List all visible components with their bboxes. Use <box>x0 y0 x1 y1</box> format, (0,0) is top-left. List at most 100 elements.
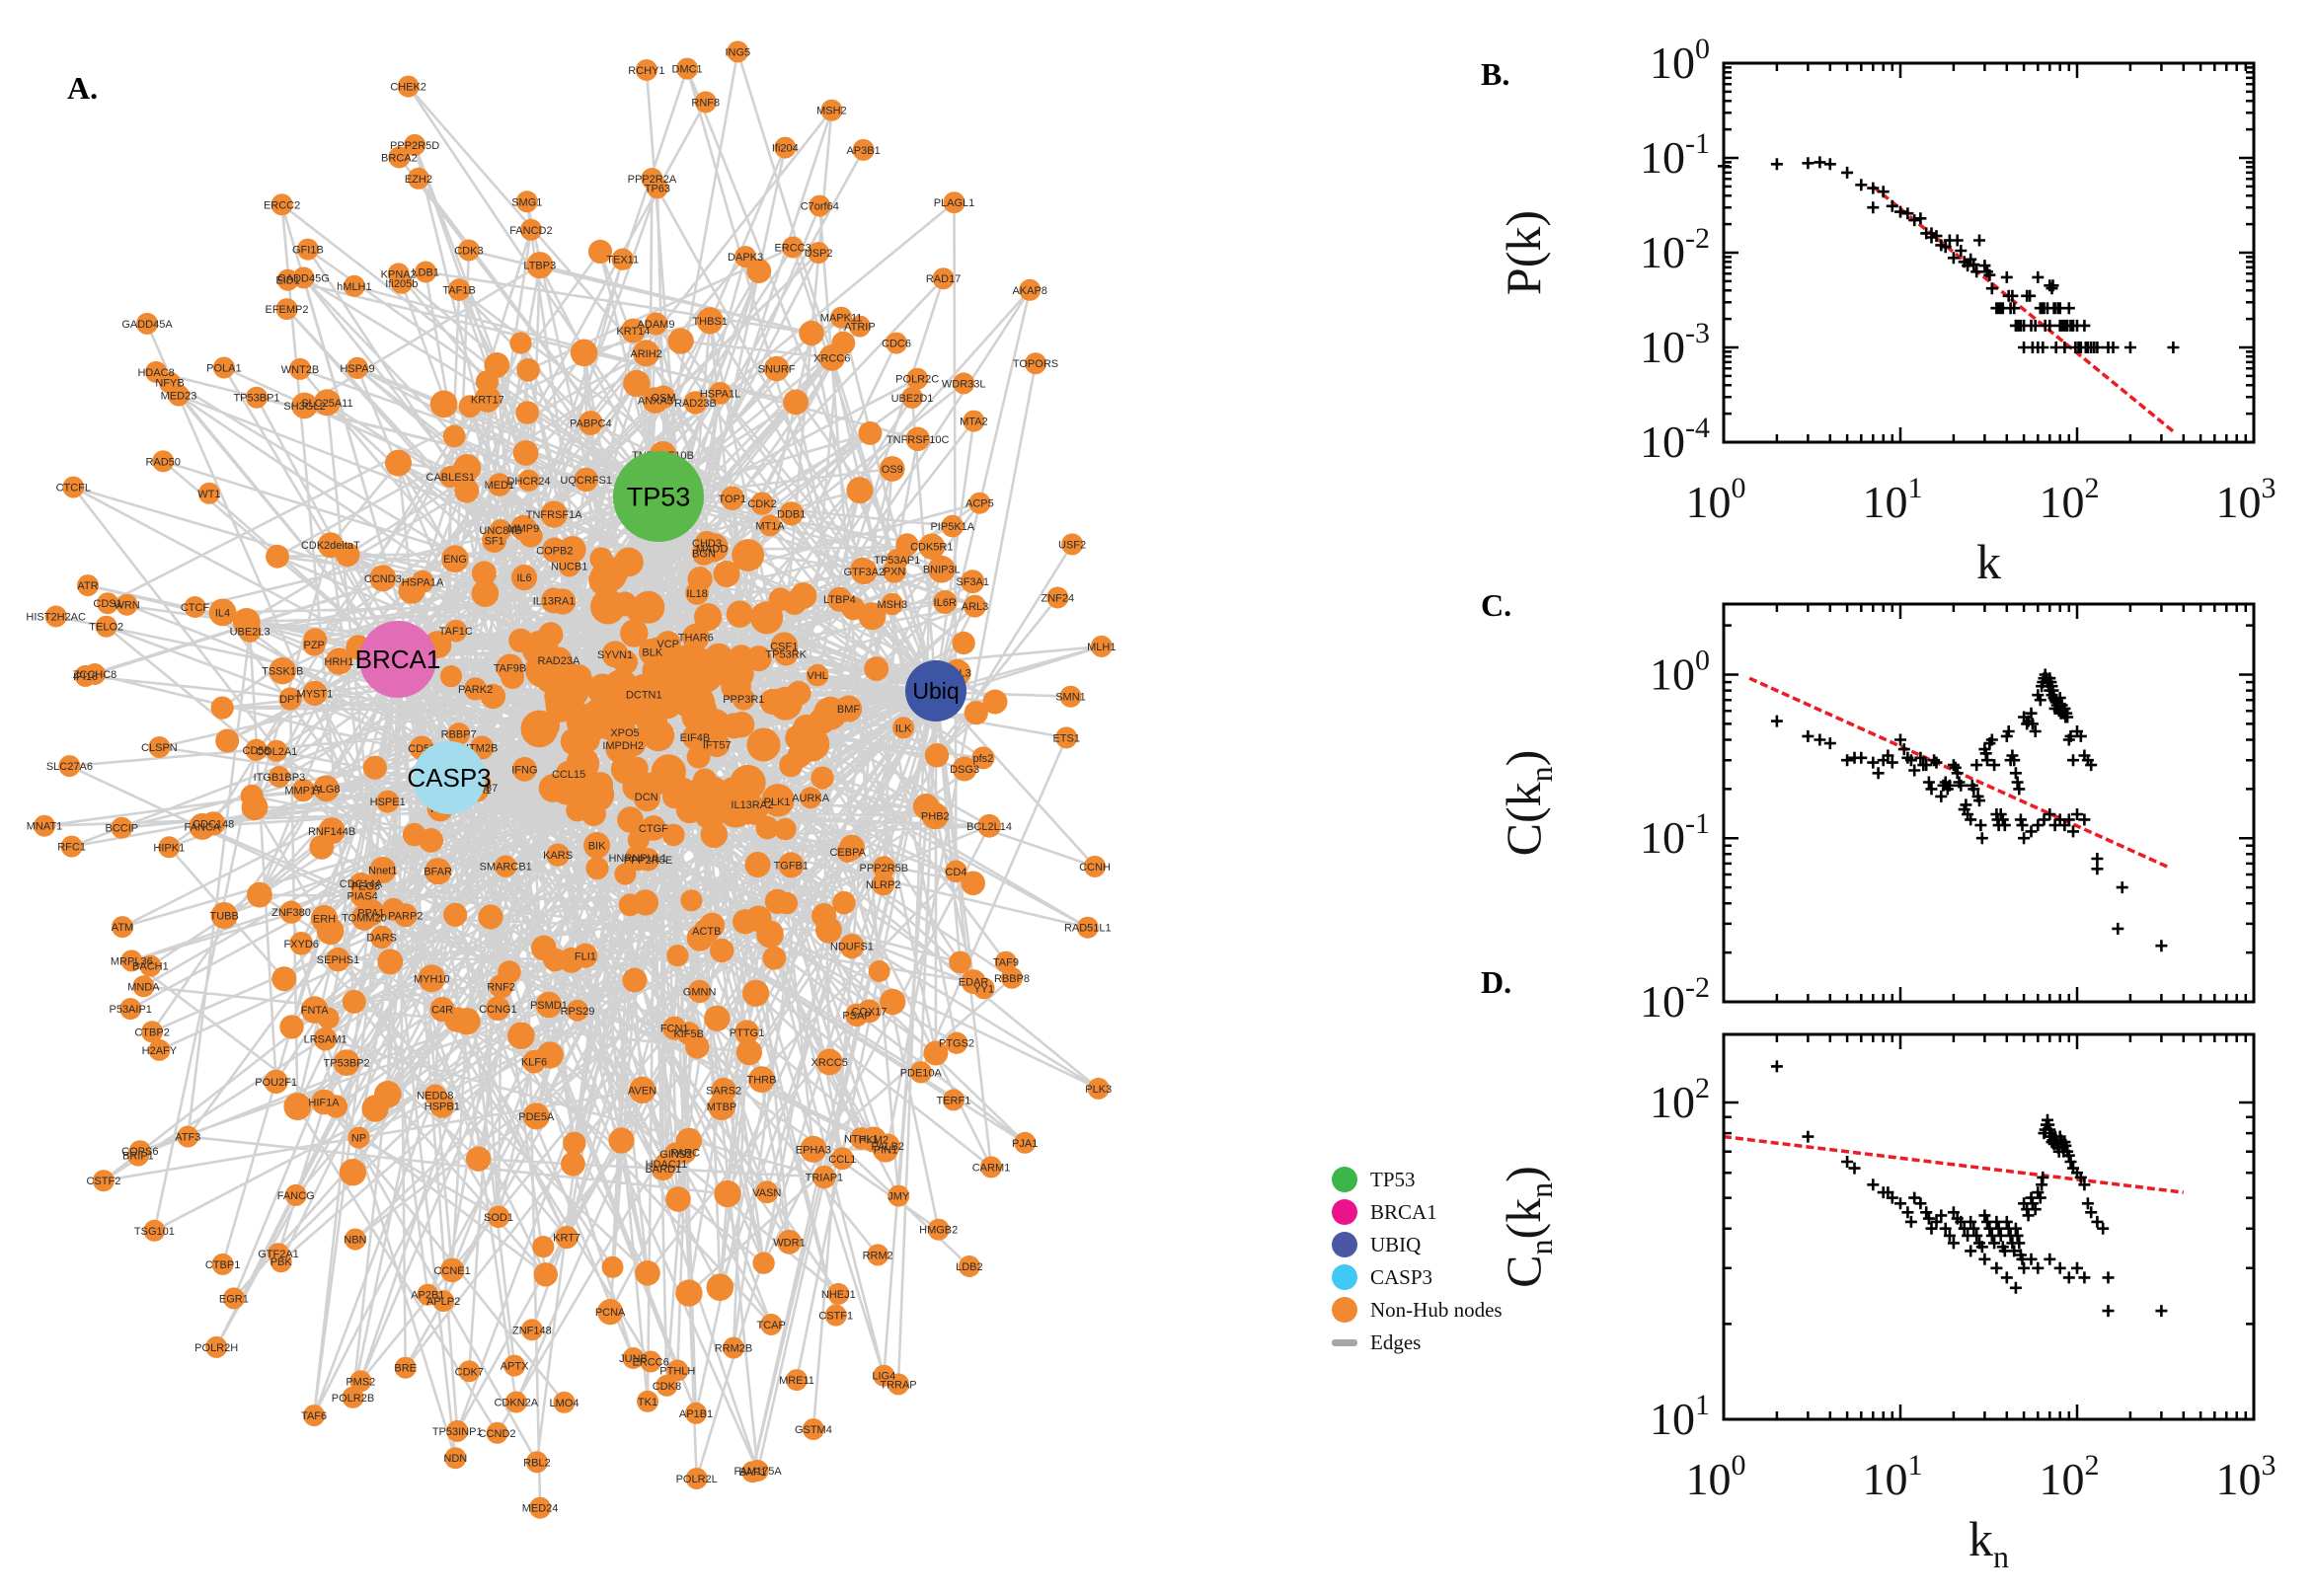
network-node <box>501 665 525 689</box>
network-node <box>614 863 637 885</box>
network-node <box>349 1370 372 1393</box>
casp3-dot-icon <box>1332 1264 1357 1290</box>
node-label: PLAGL1 <box>934 197 975 209</box>
node-label: TNFRSF10C <box>887 434 950 446</box>
network-node <box>662 1016 687 1040</box>
network-node <box>339 1159 367 1186</box>
network-node <box>918 533 945 560</box>
network-node <box>806 663 829 687</box>
network-node <box>240 784 264 808</box>
network-node <box>637 1390 658 1412</box>
node-label: PTHLH <box>659 1366 695 1378</box>
node-label: IL6R <box>934 597 957 609</box>
node-label: IL13RA2 <box>731 799 773 811</box>
node-label: SOD1 <box>484 1212 513 1224</box>
node-label: APLP2 <box>426 1296 460 1308</box>
axis-tick-label: 100 <box>1650 644 1710 699</box>
node-label: UBE2D1 <box>891 393 934 405</box>
network-node <box>941 514 965 538</box>
network-node <box>675 1127 703 1154</box>
brca1-dot-icon <box>1332 1199 1357 1225</box>
node-label: AP2B1 <box>411 1290 444 1302</box>
node-label: THAR6 <box>678 633 714 645</box>
network-node <box>398 576 425 604</box>
hub-label: CASP3 <box>407 763 491 793</box>
edge-line-icon <box>1332 1338 1357 1346</box>
network-node <box>850 557 875 582</box>
node-label: WNT2B <box>281 364 320 376</box>
network-node <box>994 950 1017 973</box>
node-label: TAF6 <box>301 1410 327 1422</box>
node-label: ERH <box>313 914 336 926</box>
network-node <box>507 1022 535 1050</box>
network-node <box>774 136 797 159</box>
network-node <box>977 813 1001 838</box>
node-label: FANCD2 <box>509 225 552 237</box>
network-node <box>1076 916 1099 939</box>
node-label: BACH1 <box>132 961 169 973</box>
network-node <box>112 916 133 939</box>
node-label: TP53BP2 <box>324 1058 370 1070</box>
node-label: RNF144B <box>308 826 355 838</box>
network-node <box>141 1021 164 1043</box>
node-label: COL2A1 <box>256 746 297 758</box>
network-node <box>510 565 538 591</box>
node-label: RBL2 <box>523 1457 551 1469</box>
axis-tick-label: 102 <box>2040 1449 2100 1504</box>
node-label: TNFRSF1A <box>526 509 583 521</box>
network-node <box>284 1183 307 1206</box>
network-node <box>662 823 685 847</box>
network-node <box>208 598 237 627</box>
node-label: PHB2 <box>921 811 950 823</box>
network-node <box>264 1069 288 1095</box>
network-node <box>693 768 717 793</box>
network-node <box>275 298 298 321</box>
node-label: CABLES1 <box>426 472 476 484</box>
network-node <box>578 411 603 435</box>
node-label: PDE10A <box>900 1067 943 1079</box>
network-node <box>407 167 429 190</box>
node-labels: TCAP Ifi204 H2AFY ZCCHC8 CDS1 hMLH1 MRPL36 BAP1… <box>26 46 1116 1514</box>
node-label: HDAC8 <box>137 367 174 379</box>
node-label: SLC27A6 <box>46 761 93 773</box>
node-label: hMLH1 <box>337 281 371 293</box>
node-label: Ifi204 <box>772 143 799 155</box>
y-axis-title: C(kn) <box>1496 750 1559 857</box>
legend-item: CASP3 <box>1332 1264 1503 1290</box>
node-label: FXYD6 <box>283 939 318 950</box>
node-label: PCNA <box>595 1307 626 1319</box>
node-label: ERCC3 <box>774 243 811 255</box>
node-label: PSAP <box>842 1010 871 1022</box>
legend-label: Non-Hub nodes <box>1370 1298 1503 1322</box>
node-label: GFI1B <box>292 245 324 257</box>
network-node <box>638 715 671 749</box>
node-label: PARK2 <box>458 684 493 696</box>
node-label: CDC6 <box>882 339 911 350</box>
network-node <box>875 1133 900 1159</box>
node-label: RPS29 <box>561 1006 595 1018</box>
network-node <box>546 843 570 867</box>
network-node <box>269 657 296 685</box>
scatter-points <box>1770 668 2168 952</box>
node-label: XRCC6 <box>813 352 850 364</box>
node-label: MTA2 <box>960 417 988 428</box>
node-label: ILK <box>895 722 912 734</box>
network-node <box>912 794 940 820</box>
network-node <box>777 1229 802 1254</box>
network-node <box>486 996 510 1022</box>
network-node <box>746 727 781 762</box>
network-node <box>576 728 600 753</box>
network-node <box>335 542 360 568</box>
node-label: HIPK1 <box>153 842 185 854</box>
network-node <box>353 874 378 898</box>
node-label: ERCC6 <box>632 1357 668 1369</box>
network-node <box>764 888 791 914</box>
node-label: TCAP <box>757 1320 786 1331</box>
node-label: FNTA <box>301 1005 330 1017</box>
network-node <box>495 855 517 877</box>
network-node <box>964 594 986 618</box>
fit-line <box>1872 185 2175 433</box>
legend-label: TP53 <box>1370 1168 1416 1191</box>
network-node <box>553 1391 576 1413</box>
network-node <box>623 369 651 398</box>
